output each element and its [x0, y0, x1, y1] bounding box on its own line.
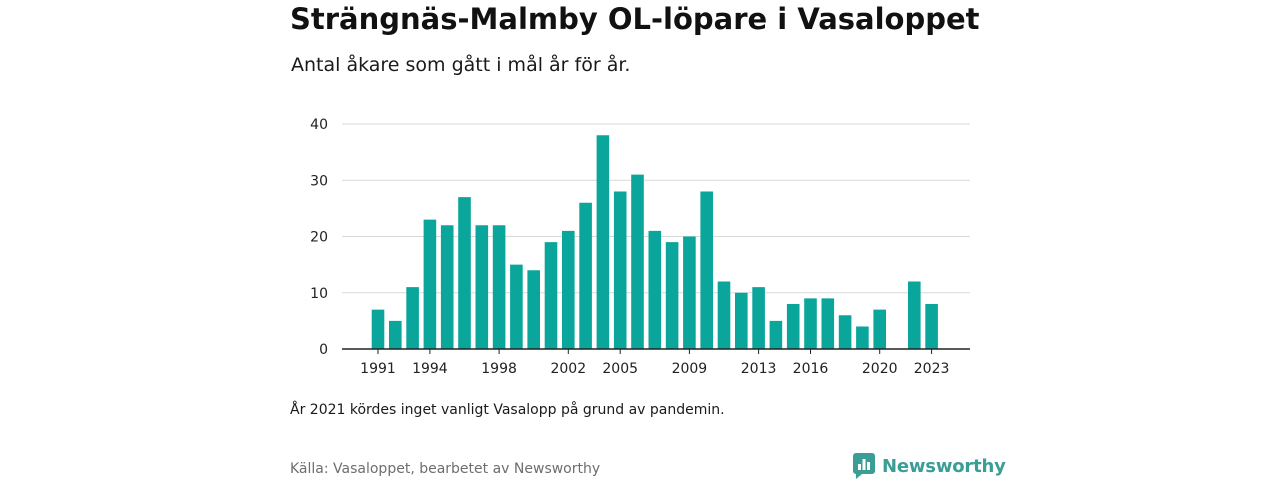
bar-2005 [613, 191, 627, 349]
bar-1999 [510, 264, 523, 349]
x-tick-label: 2002 [550, 361, 586, 377]
bar-2023 [925, 304, 938, 349]
bar-1995 [440, 225, 454, 349]
bar-2019 [856, 326, 869, 349]
bar-2022 [908, 281, 921, 349]
y-tick-label: 0 [319, 342, 328, 358]
bar-2015 [786, 304, 800, 349]
bar-1991 [371, 309, 385, 349]
y-tick-label: 40 [310, 117, 328, 133]
bar-2000 [527, 270, 540, 349]
bar-1997 [475, 225, 489, 349]
x-tick-label: 1991 [360, 361, 396, 377]
bar-1994 [423, 219, 437, 349]
bar-2003 [579, 202, 592, 349]
newsworthy-logo-icon [853, 453, 875, 479]
bars [371, 135, 938, 349]
bar-2011 [717, 281, 731, 349]
brand-name: Newsworthy [882, 455, 1006, 477]
bar-2010 [700, 191, 713, 349]
newsworthy-brand[interactable]: Newsworthy [853, 453, 1006, 479]
bar-2016 [804, 298, 817, 349]
bar-1998 [492, 225, 506, 349]
bar-1992 [389, 320, 402, 349]
bar-2007 [648, 230, 662, 349]
x-tick-label: 2013 [741, 361, 777, 377]
x-tick-label: 1998 [481, 361, 517, 377]
bar-2017 [821, 298, 835, 349]
x-tick-label: 2016 [793, 361, 829, 377]
y-tick-label: 20 [310, 230, 328, 246]
bar-2004 [596, 135, 610, 349]
x-tick-label: 2023 [914, 361, 950, 377]
bar-chart: 0 10 20 30 40 1991 1994 1998 2002 2005 2009 2013 201… [310, 117, 970, 377]
bar-2020 [873, 309, 886, 349]
bar-2018 [838, 315, 852, 349]
x-tick-label: 1994 [412, 361, 448, 377]
bar-2002 [562, 230, 575, 349]
bar-2008 [665, 242, 679, 349]
chart-title: Strängnäs-Malmby OL-löpare i Vasaloppet [290, 2, 980, 36]
bar-2013 [752, 287, 765, 349]
source-text: Källa: Vasaloppet, bearbetet av Newswort… [290, 461, 601, 477]
bar-2006 [631, 174, 644, 349]
x-tick-label: 2009 [672, 361, 708, 377]
bar-1996 [458, 197, 471, 349]
y-tick-label: 10 [310, 286, 328, 302]
x-tick-label: 2020 [862, 361, 898, 377]
bar-2012 [735, 292, 748, 349]
axes: 0 10 20 30 40 1991 1994 1998 2002 2005 2009 2013 201… [310, 117, 970, 377]
chart-subtitle: Antal åkare som gått i mål år för år. [291, 54, 631, 76]
x-tick-label: 2005 [602, 361, 638, 377]
footnote: År 2021 kördes inget vanligt Vasalopp på… [290, 402, 725, 418]
y-tick-label: 30 [310, 173, 328, 189]
bar-1993 [406, 287, 419, 349]
bar-2001 [544, 242, 558, 349]
bar-2014 [769, 320, 783, 349]
bar-2009 [683, 236, 696, 349]
